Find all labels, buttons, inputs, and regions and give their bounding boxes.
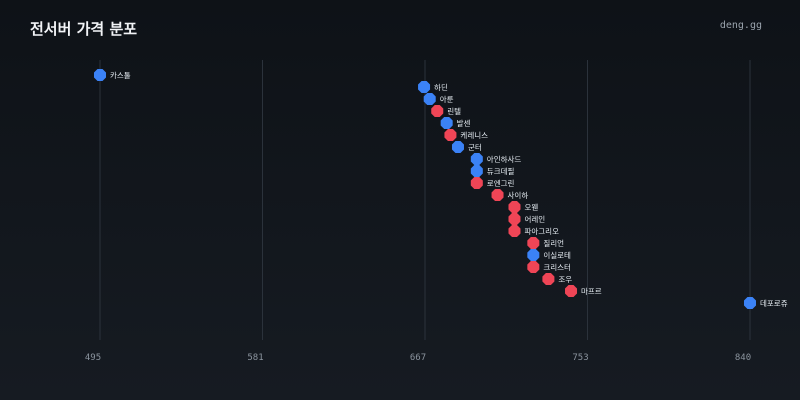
point-marker[interactable] — [423, 92, 436, 106]
data-point[interactable]: 로엔그린 — [470, 176, 515, 190]
data-point[interactable]: 카스툴 — [93, 68, 131, 82]
point-label: 로엔그린 — [487, 178, 515, 188]
point-marker[interactable] — [491, 188, 504, 202]
data-point[interactable]: 발센 — [440, 116, 471, 130]
point-marker[interactable] — [93, 68, 107, 82]
data-point[interactable]: 크리스터 — [527, 260, 571, 274]
x-tick-label: 581 — [247, 353, 263, 363]
point-label: 조우 — [558, 275, 572, 284]
point-label: 마프르 — [581, 287, 602, 296]
data-point[interactable]: 파아그리오 — [508, 224, 559, 238]
point-marker[interactable] — [527, 248, 540, 262]
data-point[interactable]: 오웬 — [508, 200, 538, 214]
point-marker[interactable] — [451, 140, 464, 154]
x-tick-label: 840 — [735, 353, 751, 363]
point-marker[interactable] — [508, 200, 521, 214]
page-title: 전서버 가격 분포 — [30, 20, 138, 38]
point-marker[interactable] — [527, 260, 540, 274]
data-point[interactable]: 하딘 — [418, 80, 448, 94]
point-marker[interactable] — [508, 224, 521, 238]
point-marker[interactable] — [470, 152, 483, 166]
point-label: 사이하 — [508, 190, 529, 200]
point-label: 파아그리오 — [524, 226, 559, 236]
point-marker[interactable] — [431, 104, 444, 118]
grid-lines — [99, 60, 751, 340]
data-point[interactable]: 질리언 — [527, 236, 564, 250]
point-label: 어레인 — [524, 214, 545, 224]
point-label: 듀크데필 — [487, 166, 515, 176]
point-label: 하딘 — [434, 82, 448, 92]
point-label: 아룬 — [440, 94, 454, 104]
point-label: 카스툴 — [110, 71, 131, 80]
data-point[interactable]: 어레인 — [508, 212, 545, 226]
data-point[interactable]: 조우 — [542, 272, 572, 286]
point-label: 아인하사드 — [487, 154, 522, 164]
x-tick-label: 495 — [85, 353, 101, 363]
data-point[interactable]: 아인하사드 — [470, 152, 522, 166]
point-marker[interactable] — [470, 164, 483, 178]
point-label: 케레니스 — [460, 131, 488, 140]
brand-label: deng.gg — [719, 20, 762, 31]
point-marker[interactable] — [743, 296, 757, 310]
data-point[interactable]: 케레니스 — [444, 128, 488, 142]
point-label: 린텔 — [447, 106, 461, 116]
point-marker[interactable] — [444, 128, 457, 142]
data-point[interactable]: 데포로쥬 — [743, 296, 788, 310]
data-point[interactable]: 이실로테 — [527, 248, 571, 262]
x-tick-label: 753 — [572, 353, 588, 363]
point-marker[interactable] — [418, 80, 431, 94]
point-marker[interactable] — [508, 212, 521, 226]
point-label: 이실로테 — [543, 250, 571, 260]
data-point[interactable]: 군터 — [451, 140, 482, 154]
point-marker[interactable] — [440, 116, 453, 130]
data-point[interactable]: 린텔 — [431, 104, 461, 118]
point-label: 발센 — [457, 118, 471, 128]
point-marker[interactable] — [542, 272, 555, 286]
point-label: 크리스터 — [543, 263, 571, 272]
data-point[interactable]: 사이하 — [491, 188, 529, 202]
point-marker[interactable] — [470, 176, 483, 190]
x-axis-ticks: 495 581 667 753 840 — [85, 353, 751, 363]
point-label: 데포로쥬 — [760, 299, 788, 308]
data-point[interactable]: 듀크데필 — [470, 164, 515, 178]
x-tick-label: 667 — [410, 353, 426, 363]
point-label: 오웬 — [524, 203, 538, 212]
data-point[interactable]: 아룬 — [423, 92, 454, 106]
point-label: 군터 — [468, 143, 482, 152]
data-points: 카스툴하딘아룬린텔발센케레니스군터아인하사드듀크데필로엔그린사이하오웬어레인파아… — [93, 68, 788, 310]
data-point[interactable]: 마프르 — [565, 284, 602, 298]
point-marker[interactable] — [565, 284, 578, 298]
point-marker[interactable] — [527, 236, 540, 250]
point-label: 질리언 — [543, 238, 564, 248]
